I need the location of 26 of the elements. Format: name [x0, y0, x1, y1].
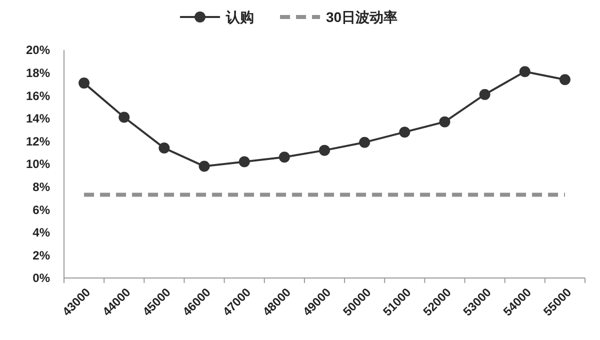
y-tick-label: 2% [32, 248, 50, 262]
y-tick-label: 6% [32, 202, 50, 217]
point [359, 136, 370, 148]
y-tick-label: 12% [26, 134, 50, 148]
y-tick-label: 0% [32, 271, 50, 286]
point [198, 160, 210, 172]
y-tick-label: 4% [32, 226, 50, 240]
point [118, 112, 130, 123]
point [319, 144, 330, 156]
y-tick-label: 8% [32, 180, 50, 194]
point [158, 142, 170, 154]
y-tick-label: 18% [26, 66, 50, 80]
point [278, 152, 290, 163]
legend-label: 30日波动率 [326, 8, 398, 25]
y-tick-label: 16% [26, 88, 50, 103]
point [78, 78, 90, 89]
point [479, 88, 490, 100]
point [519, 66, 530, 78]
y-tick-label: 20% [26, 43, 50, 58]
point [559, 74, 570, 86]
y-tick-label: 10% [26, 157, 50, 172]
point [399, 126, 410, 138]
point [439, 116, 450, 128]
legend-label: 认购 [225, 8, 254, 25]
y-tick-label: 14% [26, 112, 50, 126]
point [238, 156, 250, 168]
